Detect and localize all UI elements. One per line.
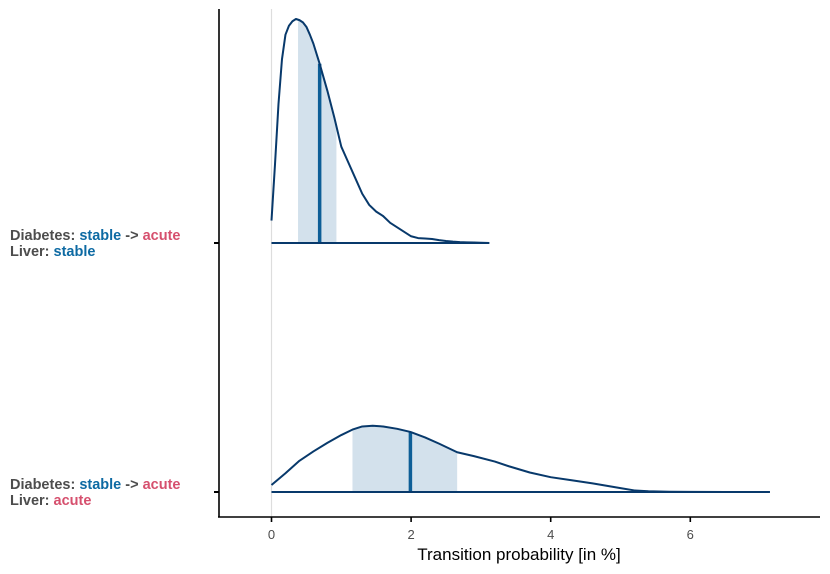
density-row bbox=[270, 18, 490, 244]
row-label-line2: Liver: stable bbox=[10, 244, 95, 260]
label-segment: stable bbox=[79, 477, 121, 493]
x-tick-label: 0 bbox=[268, 527, 275, 542]
x-axis-title: Transition probability [in %] bbox=[417, 545, 620, 564]
label-segment: stable bbox=[54, 244, 96, 260]
density-row bbox=[270, 424, 770, 493]
label-segment: Diabetes: bbox=[10, 228, 79, 244]
interval-area bbox=[298, 19, 337, 244]
label-segment: acute bbox=[143, 477, 181, 493]
x-tick-label: 2 bbox=[407, 527, 414, 542]
row-label-line1: Diabetes: stable -> acute bbox=[10, 228, 180, 244]
label-segment: Diabetes: bbox=[10, 477, 79, 493]
row-label-line2: Liver: acute bbox=[10, 493, 91, 509]
x-tick-label: 4 bbox=[547, 527, 554, 542]
label-segment: acute bbox=[54, 493, 92, 509]
label-segment: -> bbox=[121, 477, 142, 493]
interval-area bbox=[352, 425, 458, 492]
x-axis-ticks: 0 2 4 6 bbox=[268, 517, 694, 542]
label-segment: stable bbox=[79, 228, 121, 244]
density-curve bbox=[270, 18, 490, 244]
label-segment: -> bbox=[121, 228, 142, 244]
label-segment: Liver: bbox=[10, 493, 54, 509]
label-segment: Liver: bbox=[10, 244, 54, 260]
density-curve bbox=[270, 424, 770, 493]
row-label-line1: Diabetes: stable -> acute bbox=[10, 477, 180, 493]
density-rows bbox=[270, 18, 770, 493]
x-tick-label: 6 bbox=[687, 527, 694, 542]
label-segment: acute bbox=[143, 228, 181, 244]
